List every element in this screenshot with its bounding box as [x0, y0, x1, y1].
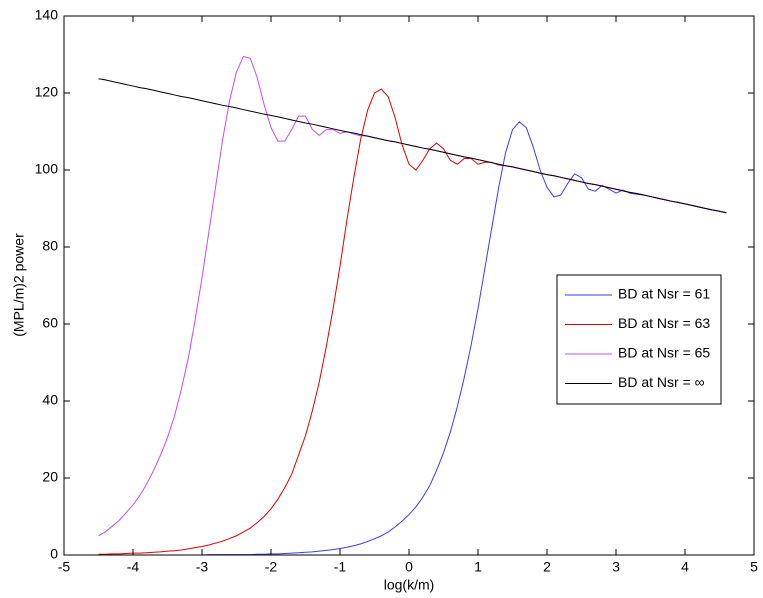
x-tick-label: -5: [58, 559, 71, 575]
legend-box: [556, 274, 722, 405]
y-tick-label: 60: [42, 315, 58, 331]
legend-label: BD at Nsr = 63: [618, 315, 710, 331]
x-tick-label: 1: [474, 559, 482, 575]
x-tick-label: 4: [681, 559, 689, 575]
legend-label: BD at Nsr = ∞: [618, 374, 705, 390]
y-tick-label: 140: [35, 7, 59, 23]
legend-label: BD at Nsr = 61: [618, 286, 710, 302]
x-tick-label: 5: [750, 559, 758, 575]
y-axis-label: (MPL/m)2 power: [11, 233, 27, 337]
x-tick-label: 3: [612, 559, 620, 575]
y-tick-label: 40: [42, 392, 58, 408]
x-tick-label: 2: [543, 559, 551, 575]
x-tick-label: -3: [196, 559, 209, 575]
x-tick-label: 0: [405, 559, 413, 575]
x-axis-label: log(k/m): [384, 577, 435, 593]
y-tick-label: 120: [35, 84, 59, 100]
legend: BD at Nsr = 61 BD at Nsr = 63 BD at Nsr = …: [556, 274, 722, 405]
y-tick-label: 20: [42, 469, 58, 485]
y-tick-label: 80: [42, 238, 58, 254]
data-line: [98, 78, 727, 214]
legend-label: BD at Nsr = 65: [618, 345, 710, 361]
x-tick-label: -4: [127, 559, 140, 575]
x-tick-label: -1: [334, 559, 347, 575]
x-tick-label: -2: [265, 559, 278, 575]
y-tick-label: 100: [35, 161, 59, 177]
y-tick-label: 0: [50, 546, 58, 562]
